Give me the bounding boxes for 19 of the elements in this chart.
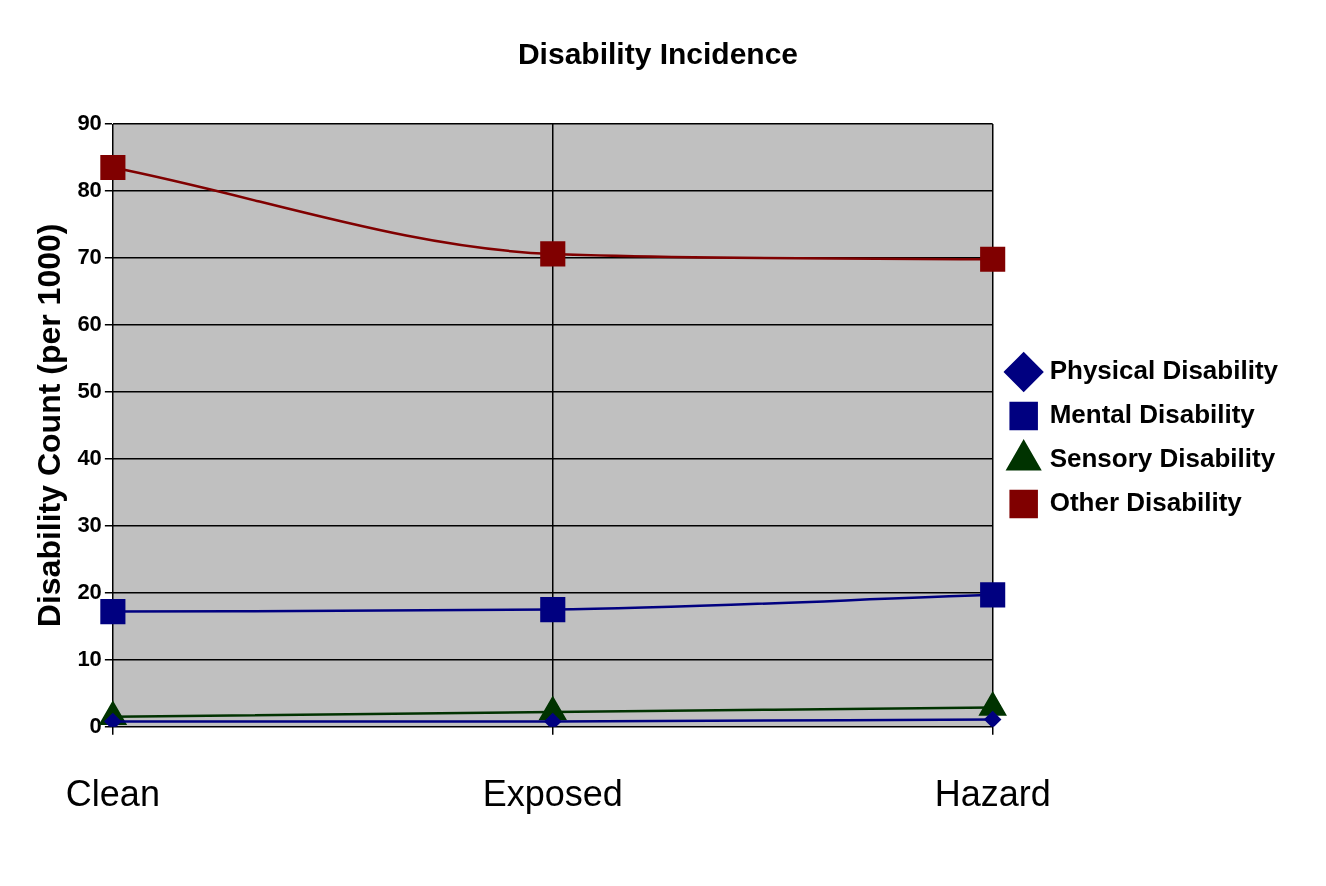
x-tick-label: Exposed — [482, 773, 623, 815]
legend-label: Physical Disability — [1049, 355, 1279, 386]
chart-title: Disability Incidence — [517, 37, 799, 71]
y-tick-label: 70 — [77, 244, 102, 270]
y-tick-label: 50 — [77, 377, 102, 403]
y-axis-title: Disability Count (per 1000) — [31, 223, 68, 628]
y-tick-label: 60 — [77, 311, 102, 336]
y-tick-label: 90 — [77, 110, 102, 136]
y-tick-label: 80 — [77, 177, 102, 203]
legend-label: Other Disability — [1049, 487, 1243, 518]
x-tick-label: Hazard — [934, 773, 1051, 815]
y-tick-label: 20 — [77, 578, 102, 604]
x-tick-label: Clean — [65, 773, 160, 815]
y-tick-label: 10 — [77, 645, 102, 671]
legend-label: Mental Disability — [1049, 399, 1256, 430]
y-tick-label: 30 — [77, 511, 102, 537]
legend-label: Sensory Disability — [1049, 443, 1276, 474]
y-tick-label: 40 — [77, 444, 102, 470]
y-tick-label: 0 — [89, 712, 102, 738]
